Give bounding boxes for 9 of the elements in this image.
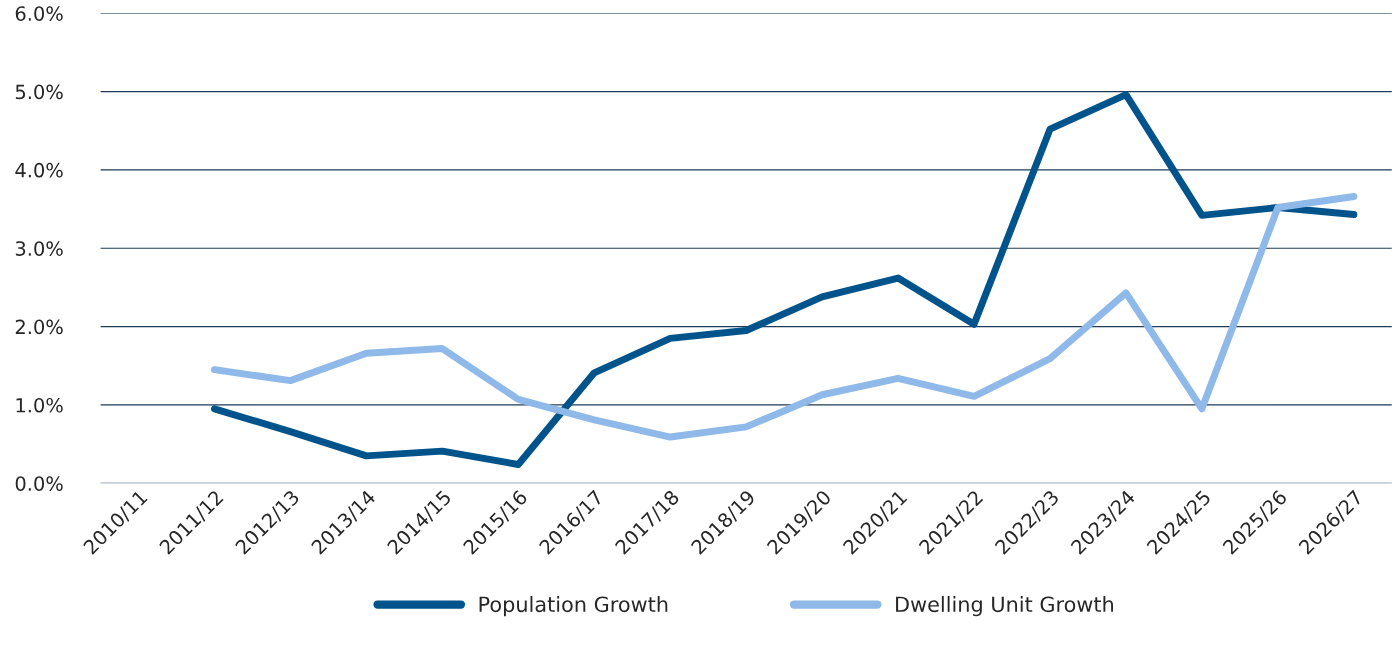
- y-tick-label: 2.0%: [15, 319, 63, 335]
- y-tick-label: 5.0%: [15, 84, 63, 100]
- legend-label: Population Growth: [479, 596, 668, 617]
- y-tick-label: 6.0%: [15, 6, 63, 21]
- y-tick-label: 3.0%: [15, 241, 63, 256]
- y-tick-label: 4.0%: [15, 162, 63, 178]
- legend-label: Dwelling Unit Growth: [896, 596, 1113, 617]
- y-tick-label: 1.0%: [16, 397, 63, 413]
- y-tick-label: 0.0%: [15, 476, 63, 491]
